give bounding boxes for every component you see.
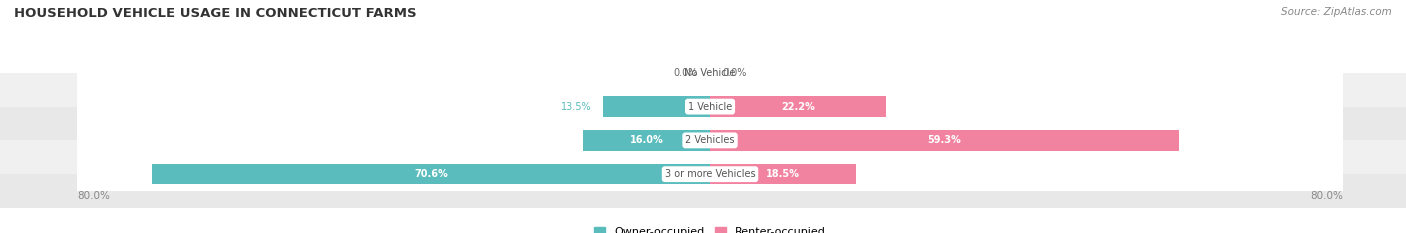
Bar	[710, 130, 1180, 151]
Text: 1 Vehicle: 1 Vehicle	[688, 102, 733, 112]
Bar	[710, 164, 856, 184]
Text: 80.0%: 80.0%	[1310, 191, 1343, 201]
Text: 70.6%: 70.6%	[413, 169, 447, 179]
Text: 13.5%: 13.5%	[561, 102, 592, 112]
Text: HOUSEHOLD VEHICLE USAGE IN CONNECTICUT FARMS: HOUSEHOLD VEHICLE USAGE IN CONNECTICUT F…	[14, 7, 416, 20]
Legend: Owner-occupied, Renter-occupied: Owner-occupied, Renter-occupied	[593, 227, 827, 233]
Text: 3 or more Vehicles: 3 or more Vehicles	[665, 169, 755, 179]
Text: 59.3%: 59.3%	[928, 135, 962, 145]
Text: 0.0%: 0.0%	[673, 68, 699, 78]
Bar	[603, 96, 710, 117]
Text: 18.5%: 18.5%	[766, 169, 800, 179]
Text: 2 Vehicles: 2 Vehicles	[685, 135, 735, 145]
Text: 22.2%: 22.2%	[780, 102, 814, 112]
Bar	[583, 130, 710, 151]
Bar	[152, 164, 710, 184]
Text: 80.0%: 80.0%	[77, 191, 110, 201]
Text: 0.0%: 0.0%	[721, 68, 747, 78]
Text: No Vehicle: No Vehicle	[685, 68, 735, 78]
Text: Source: ZipAtlas.com: Source: ZipAtlas.com	[1281, 7, 1392, 17]
Bar	[710, 96, 886, 117]
Text: 16.0%: 16.0%	[630, 135, 664, 145]
